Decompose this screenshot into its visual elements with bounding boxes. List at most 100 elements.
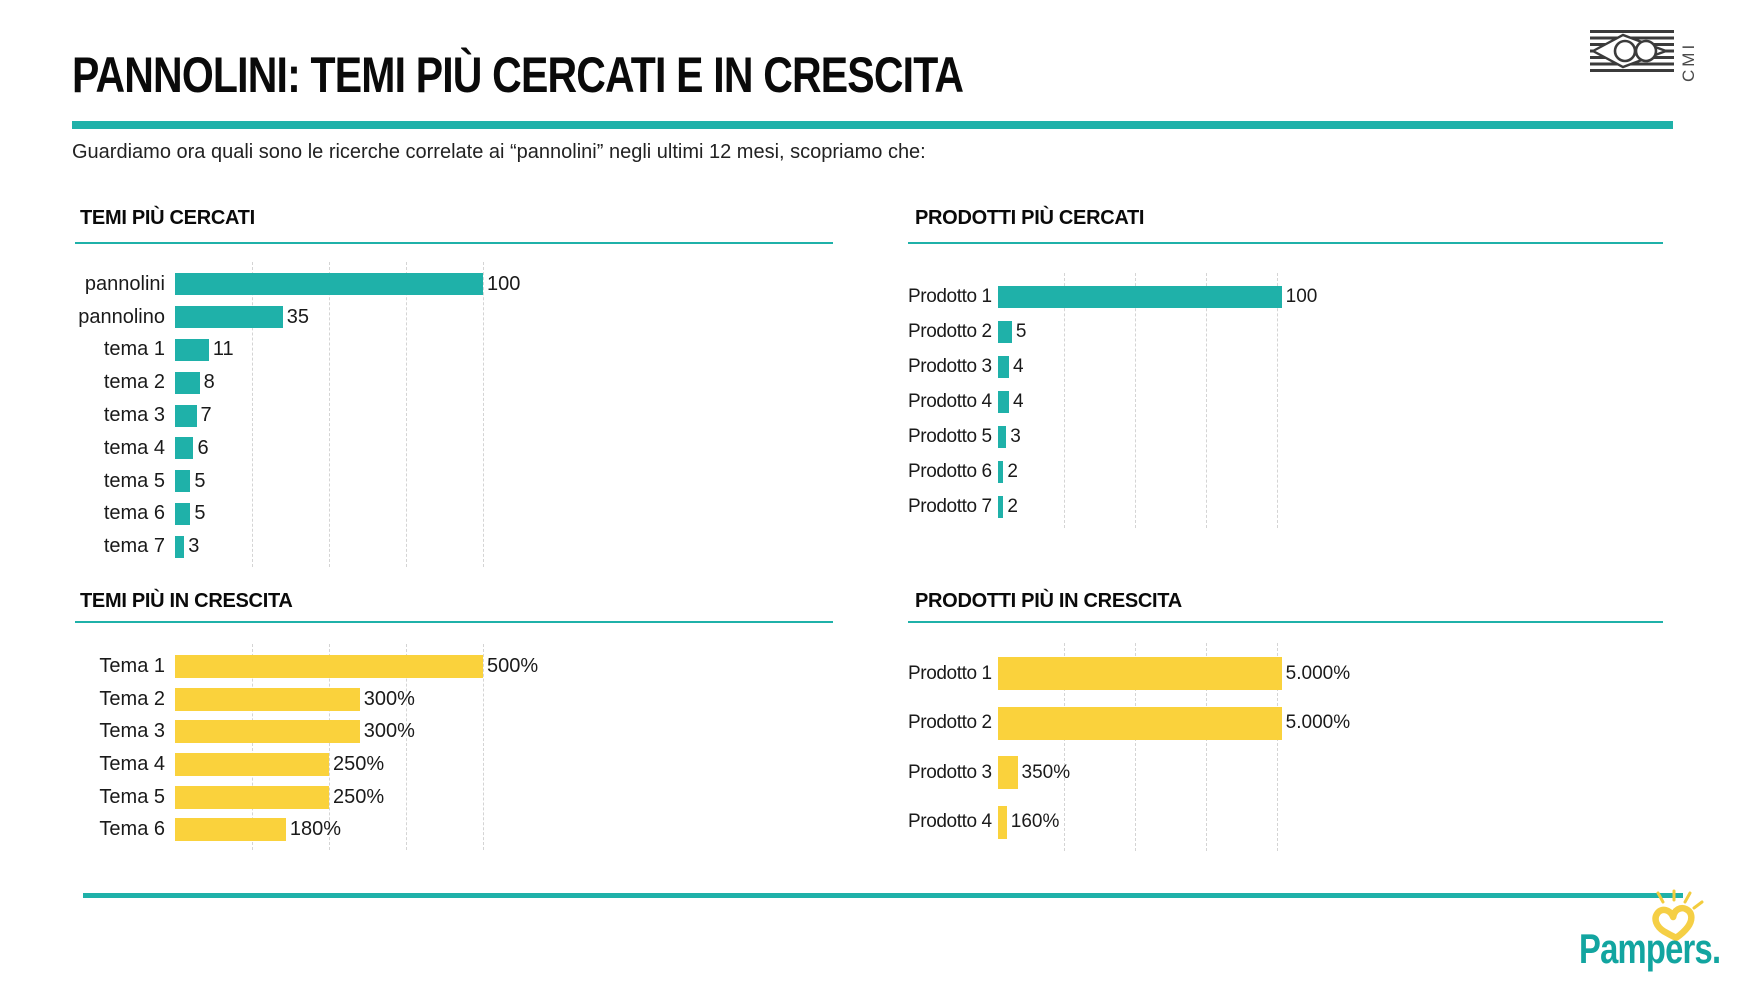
value-label: 4	[1013, 355, 1024, 377]
bar-row: Prodotto 4 4	[908, 384, 1663, 419]
bar	[175, 818, 286, 842]
category-label: Prodotto 1	[908, 285, 992, 307]
heart-shape	[1652, 904, 1695, 942]
category-label: tema 7	[103, 535, 165, 558]
value-label: 3	[1010, 425, 1021, 447]
value-label: 2	[1007, 495, 1018, 517]
gridline	[1206, 643, 1207, 851]
bar-row: Tema 5 250%	[75, 781, 833, 814]
bar	[175, 535, 185, 558]
value-label: 160%	[1010, 811, 1060, 833]
gridline	[483, 644, 484, 851]
value-label: 300%	[363, 720, 415, 743]
value-label: 3	[188, 535, 200, 558]
bar-row: tema 1 11	[75, 334, 833, 367]
bar-row: Prodotto 3 350%	[908, 748, 1663, 798]
category-label: Tema 5	[99, 785, 165, 808]
bar-row: Prodotto 1 5.000%	[908, 649, 1663, 699]
value-label: 500%	[487, 654, 539, 677]
gridline	[1135, 273, 1136, 528]
chart-title: TEMI PIÙ CERCATI	[80, 207, 255, 229]
bar	[175, 338, 209, 361]
chart-plot: pannolini 100 pannolino 35 tema 1 11 tema 2 8 te…	[75, 262, 833, 568]
bar-row: Prodotto 2 5	[908, 314, 1663, 349]
gridline	[1064, 273, 1065, 528]
bar	[175, 371, 200, 394]
subtitle: Guardiamo ora quali sono le ricerche cor…	[72, 141, 926, 163]
category-label: Prodotto 5	[908, 425, 992, 447]
bar	[175, 273, 483, 296]
category-label: tema 2	[103, 371, 165, 394]
bar-row: Tema 3 300%	[75, 715, 833, 748]
bar-row: pannolini 100	[75, 268, 833, 301]
cmi-logo-text: CMI	[1679, 42, 1698, 82]
value-label: 8	[203, 371, 215, 394]
bar	[175, 720, 360, 744]
bar-row: pannolino 35	[75, 301, 833, 334]
bar	[175, 654, 483, 678]
value-label: 180%	[289, 818, 342, 841]
bar	[175, 306, 283, 329]
chart-title-rule	[75, 242, 833, 244]
value-label: 6	[197, 436, 209, 459]
category-label: Tema 3	[99, 720, 165, 743]
value-label: 2	[1007, 460, 1018, 482]
chart-title-rule	[75, 621, 833, 623]
chart-title: PRODOTTI PIÙ CERCATI	[915, 207, 1145, 229]
page-title: PANNOLINI: TEMI PIÙ CERCATI E IN CRESCIT…	[72, 47, 964, 103]
cmi-eye-circle-left	[1613, 39, 1637, 63]
gridline	[1064, 643, 1065, 851]
value-label: 5	[194, 469, 206, 492]
chart-title-rule	[908, 621, 1663, 623]
category-label: Tema 6	[99, 818, 165, 841]
bar	[997, 320, 1012, 343]
bar-row: Tema 2 300%	[75, 683, 833, 716]
bar	[997, 425, 1007, 448]
category-label: Tema 4	[99, 752, 165, 775]
category-label: tema 5	[103, 469, 165, 492]
pampers-wordmark: Pampers.	[1579, 925, 1721, 972]
cmi-logo: CMI	[1590, 30, 1698, 82]
bar	[175, 785, 329, 809]
chart-plot: Prodotto 1 5.000% Prodotto 2 5.000% Prodotto…	[908, 643, 1663, 851]
category-label: Prodotto 3	[908, 355, 992, 377]
chart-title: PRODOTTI PIÙ IN CRESCITA	[915, 590, 1182, 612]
category-label: tema 4	[103, 436, 165, 459]
bar	[997, 495, 1004, 518]
value-label: 100	[1285, 285, 1318, 307]
value-label: 5	[1015, 320, 1027, 342]
gridline	[252, 262, 253, 568]
heart-icon	[1652, 889, 1704, 942]
title-underline	[72, 121, 1673, 129]
bar	[997, 355, 1010, 378]
value-label: 250%	[333, 785, 385, 808]
category-label: Prodotto 4	[908, 390, 992, 412]
value-label: 4	[1013, 390, 1024, 412]
category-label: Prodotto 7	[908, 495, 992, 517]
bar	[997, 657, 1282, 691]
bar	[997, 390, 1010, 413]
bar	[997, 460, 1004, 483]
bar	[997, 706, 1282, 740]
bar-row: tema 7 3	[75, 530, 833, 563]
bar-row: Tema 1 500%	[75, 650, 833, 683]
chart-plot: Tema 1 500% Tema 2 300% Tema 3 300% Tema 4 250%…	[75, 644, 833, 851]
chart-plot: Prodotto 1 100 Prodotto 2 5 Prodotto 3 4 Prodo…	[908, 273, 1663, 528]
value-label: 7	[200, 404, 212, 427]
value-label: 11	[212, 338, 234, 361]
bar-row: Prodotto 3 4	[908, 349, 1663, 384]
bar	[175, 404, 197, 427]
category-label: tema 1	[103, 338, 165, 361]
bar-row: Tema 6 180%	[75, 813, 833, 846]
category-label: Prodotto 1	[908, 662, 992, 684]
gridline	[329, 262, 330, 568]
pampers-logo: Pampers.	[1577, 889, 1744, 979]
category-label: Tema 2	[99, 687, 165, 710]
gridline	[406, 262, 407, 568]
gridline	[329, 644, 330, 851]
category-label: pannolini	[84, 272, 165, 295]
value-label: 35	[286, 305, 310, 328]
value-label: 350%	[1021, 761, 1071, 783]
value-label: 5	[194, 502, 206, 525]
bar-row: Prodotto 6 2	[908, 454, 1663, 489]
